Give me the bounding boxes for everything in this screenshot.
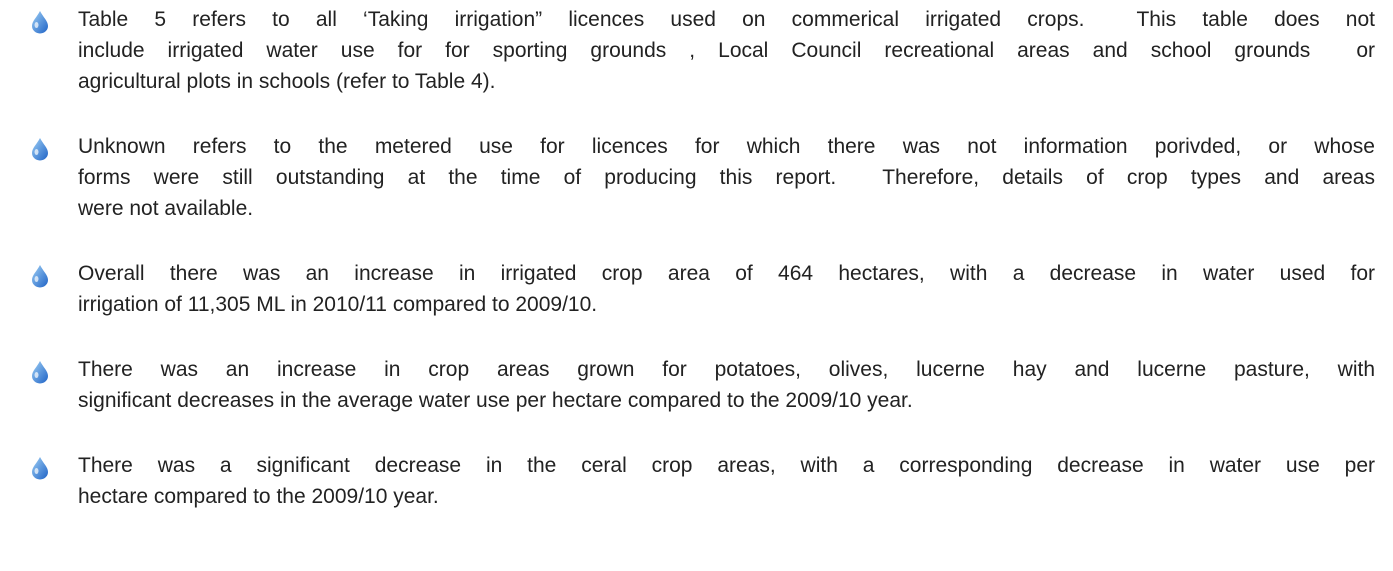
paragraph-text: There was an increase in crop areas grow… [78, 354, 1375, 416]
text-line: were not available. [78, 197, 254, 220]
text-line: There was a significant decrease in the … [78, 454, 1375, 477]
bullet [0, 258, 78, 320]
bullet [0, 450, 78, 512]
text-line: Table 5 refers to all ‘Taking irrigation… [78, 8, 1375, 31]
text-line: forms were still outstanding at the time… [78, 166, 1375, 189]
bullet-item: Unknown refers to the metered use for li… [0, 131, 1393, 224]
paragraph-text: Table 5 refers to all ‘Taking irrigation… [78, 4, 1375, 97]
bullet [0, 131, 78, 224]
drop-icon [32, 361, 48, 384]
bullet-item: Table 5 refers to all ‘Taking irrigation… [0, 4, 1393, 97]
text-line: hectare compared to the 2009/10 year. [78, 485, 439, 508]
paragraph-text: Overall there was an increase in irrigat… [78, 258, 1375, 320]
text-line: agricultural plots in schools (refer to … [78, 70, 496, 93]
text-line: Overall there was an increase in irrigat… [78, 262, 1375, 285]
text-line: Unknown refers to the metered use for li… [78, 135, 1375, 158]
bullet-item: There was a significant decrease in the … [0, 450, 1393, 512]
text-line: include irrigated water use for for spor… [78, 39, 1375, 62]
bullet [0, 354, 78, 416]
text-line: irrigation of 11,305 ML in 2010/11 compa… [78, 293, 598, 316]
drop-icon [32, 138, 48, 161]
text-line: There was an increase in crop areas grow… [78, 358, 1375, 381]
text-line: significant decreases in the average wat… [78, 389, 913, 412]
paragraph-text: Unknown refers to the metered use for li… [78, 131, 1375, 224]
bullet-item: Overall there was an increase in irrigat… [0, 258, 1393, 320]
drop-icon [32, 11, 48, 34]
bullet-item: There was an increase in crop areas grow… [0, 354, 1393, 416]
bullet [0, 4, 78, 97]
paragraph-text: There was a significant decrease in the … [78, 450, 1375, 512]
drop-icon [32, 457, 48, 480]
drop-icon [32, 265, 48, 288]
